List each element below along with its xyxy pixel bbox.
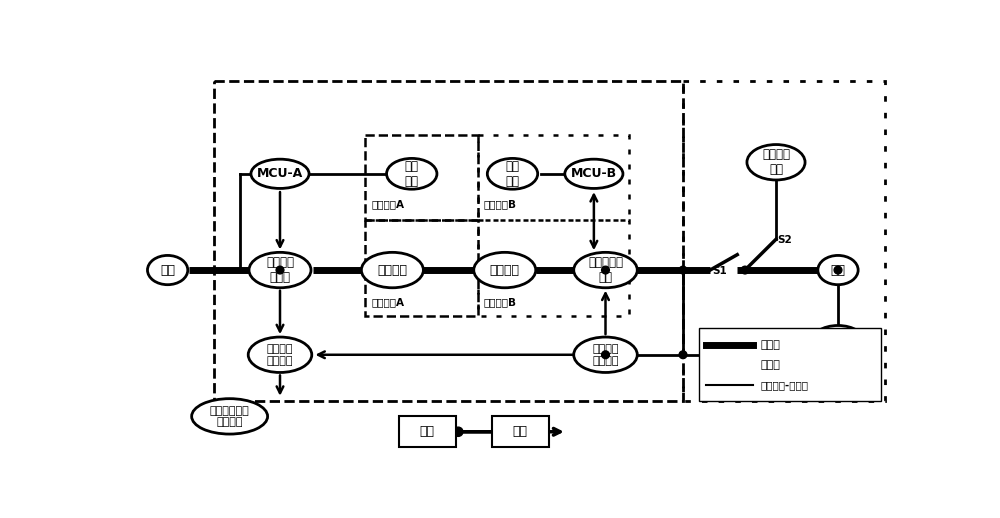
Ellipse shape [387, 159, 437, 189]
Ellipse shape [810, 325, 866, 361]
Bar [365, 220, 478, 316]
Ellipse shape [818, 255, 858, 285]
Bar [683, 81, 885, 401]
Text: MCU-A: MCU-A [257, 167, 303, 180]
Circle shape [679, 266, 687, 274]
Text: 电池: 电池 [830, 264, 846, 277]
Text: 强电线: 强电线 [761, 340, 780, 350]
Text: 功率传输
控制器: 功率传输 控制器 [266, 256, 294, 284]
Text: 车载通信
控制单元: 车载通信 控制单元 [592, 344, 619, 366]
Bar [365, 135, 478, 220]
Circle shape [741, 266, 749, 274]
Text: 无线充电控制
管理系统: 无线充电控制 管理系统 [210, 406, 250, 427]
Text: S2: S2 [778, 235, 792, 245]
Text: 车载电气
设备: 车载电气 设备 [762, 148, 790, 176]
Text: 动力线圈A: 动力线圈A [371, 297, 404, 307]
Ellipse shape [192, 399, 268, 434]
Ellipse shape [249, 252, 311, 288]
Ellipse shape [565, 159, 623, 189]
Circle shape [602, 266, 609, 274]
Ellipse shape [747, 145, 805, 180]
Circle shape [602, 351, 609, 358]
Ellipse shape [361, 252, 423, 288]
Circle shape [500, 427, 509, 436]
Text: 副边设备: 副边设备 [490, 264, 520, 277]
Text: 监控线圈B: 监控线圈B [484, 199, 517, 209]
FancyBboxPatch shape [399, 416, 456, 447]
Ellipse shape [248, 337, 312, 372]
FancyBboxPatch shape [492, 416, 549, 447]
Text: 副边
设备: 副边 设备 [506, 160, 520, 188]
Text: 监控功率-强电线: 监控功率-强电线 [761, 380, 808, 390]
Text: 地面: 地面 [420, 425, 435, 438]
Circle shape [276, 266, 284, 274]
Bar [698, 328, 881, 401]
Text: 动力线圈B: 动力线圈B [484, 297, 517, 307]
Circle shape [454, 427, 463, 436]
Text: 地面通信
控制单元: 地面通信 控制单元 [267, 344, 293, 366]
Ellipse shape [251, 159, 309, 189]
Ellipse shape [147, 255, 188, 285]
Ellipse shape [487, 159, 538, 189]
Text: MCU-B: MCU-B [571, 167, 617, 180]
Circle shape [679, 351, 687, 358]
Ellipse shape [574, 337, 637, 372]
Text: 车辆控制
系统: 车辆控制 系统 [824, 329, 852, 357]
Text: 信号线: 信号线 [761, 360, 780, 370]
Bar [214, 81, 683, 401]
Ellipse shape [474, 252, 536, 288]
Text: 功率接收控
制器: 功率接收控 制器 [588, 256, 623, 284]
Text: 车载: 车载 [513, 425, 528, 438]
Bar [478, 220, 629, 316]
Text: S1: S1 [712, 266, 727, 276]
Text: 电网: 电网 [160, 264, 175, 277]
Text: 监控线圈A: 监控线圈A [371, 199, 404, 209]
Text: 原边设备: 原边设备 [377, 264, 407, 277]
Ellipse shape [574, 252, 637, 288]
Circle shape [834, 266, 842, 274]
Text: 原边
设备: 原边 设备 [405, 160, 419, 188]
Bar [478, 135, 629, 220]
